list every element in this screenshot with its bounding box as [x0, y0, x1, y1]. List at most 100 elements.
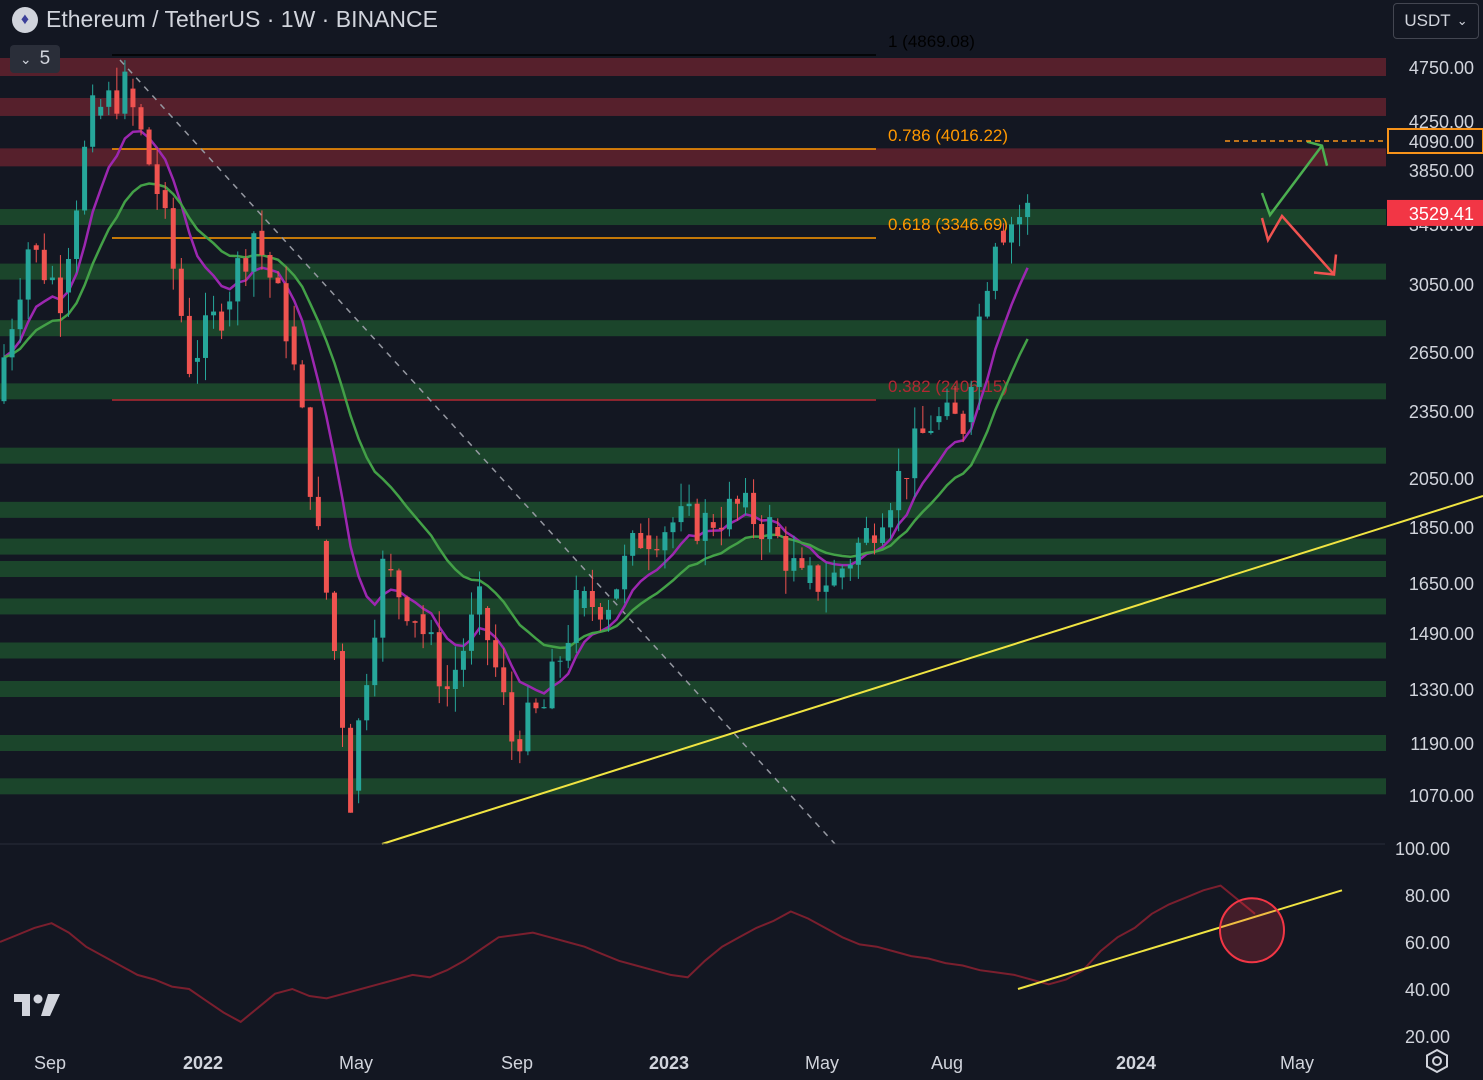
candle-body [186, 315, 192, 374]
candle-body [525, 702, 531, 752]
support-zone [0, 383, 1386, 400]
indicator-toggle-button[interactable]: ⌄ 5 [10, 45, 60, 73]
price-tick-label: 2050.00 [1409, 469, 1474, 489]
candle-body [912, 428, 918, 479]
price-tick-label: 1070.00 [1409, 786, 1474, 806]
rsi-tick-label: 80.00 [1405, 886, 1450, 906]
rsi-tick-label: 100.00 [1395, 839, 1450, 859]
candle-body [694, 503, 700, 541]
time-tick-label: 2022 [183, 1053, 223, 1073]
chevron-down-icon: ⌄ [1456, 13, 1468, 28]
candle-body [25, 249, 31, 300]
arrow-down-icon [1260, 213, 1335, 276]
fib-label: 0.382 (2406.15) [888, 377, 1008, 396]
arrow-down-head [1313, 254, 1338, 276]
candle-body [380, 558, 386, 638]
candle-body [106, 90, 112, 107]
price-tick-label: 1490.00 [1409, 624, 1474, 644]
candle-body [807, 565, 813, 583]
support-zone [0, 263, 1386, 280]
candle-body [565, 642, 571, 661]
support-zone [0, 598, 1386, 615]
fib-label: 0.786 (4016.22) [888, 126, 1008, 145]
candle-body [74, 210, 80, 259]
candle-body [477, 586, 483, 615]
candle-body [743, 492, 749, 508]
candle-body [468, 614, 474, 651]
support-zone [0, 778, 1386, 795]
price-labels: 4090.00 3529.41 [1225, 128, 1483, 226]
candle-body [783, 536, 789, 571]
candle-body [855, 542, 861, 565]
support-resistance-zones [0, 58, 1386, 795]
candle-body [98, 106, 104, 116]
candle-body [267, 255, 273, 278]
candlesticks [1, 60, 1031, 813]
candle-body [259, 230, 265, 256]
candle-body [702, 512, 708, 541]
candle-body [799, 558, 805, 568]
candle-body [992, 246, 998, 291]
rsi-tick-label: 60.00 [1405, 933, 1450, 953]
candle-body [630, 532, 636, 556]
support-zone [0, 501, 1386, 518]
support-zone [0, 538, 1386, 555]
time-tick-label: May [805, 1053, 839, 1073]
price-label-last: 3529.41 [1409, 204, 1474, 224]
candle-body [654, 549, 660, 551]
rsi-highlight-circle [1219, 897, 1285, 964]
candle-body [888, 510, 894, 528]
candle-body [420, 614, 426, 635]
currency-label: USDT [1404, 11, 1451, 30]
candle-body [130, 88, 136, 108]
candle-body [638, 532, 644, 549]
candle-body [589, 591, 595, 608]
time-tick-label: Sep [34, 1053, 66, 1073]
tradingview-logo-icon[interactable] [14, 994, 62, 1018]
candle-body [751, 492, 757, 525]
candle-body [823, 585, 829, 592]
candle-body [404, 597, 410, 622]
candle-body [41, 249, 47, 281]
candle-body [275, 277, 281, 284]
candle-body [791, 558, 797, 571]
candle-body [573, 589, 579, 643]
resistance-zone [0, 58, 1386, 76]
support-zone [0, 320, 1386, 337]
candle-body [775, 527, 781, 537]
candle-body [388, 569, 394, 571]
candle-body [291, 326, 297, 365]
candle-body [1009, 224, 1014, 243]
time-tick-label: May [1280, 1053, 1314, 1073]
fib-label: 1 (4869.08) [888, 32, 975, 51]
price-label-box [1387, 128, 1483, 154]
candle-body [557, 660, 563, 662]
price-tick-label: 4750.00 [1409, 58, 1474, 78]
support-zone [0, 561, 1386, 577]
descending-dashed-trendline [119, 59, 836, 845]
ema-slow-line [3, 182, 1029, 650]
candle-body [372, 637, 378, 686]
candle-body [356, 720, 362, 791]
candle-body [831, 572, 837, 586]
candle-body [307, 407, 313, 497]
candle-body [509, 692, 515, 742]
price-tick-label: 1650.00 [1409, 574, 1474, 594]
candle-body [533, 702, 539, 709]
settings-gear-icon[interactable] [1424, 1048, 1450, 1074]
time-tick-label: Sep [501, 1053, 533, 1073]
support-zone [0, 447, 1386, 464]
candle-body [162, 190, 168, 209]
candle-body [444, 686, 450, 690]
candle-body [227, 301, 233, 310]
support-zone [0, 209, 1386, 226]
currency-button[interactable]: USDT ⌄ [1393, 3, 1479, 39]
candle-body [718, 527, 724, 530]
candle-body [517, 739, 523, 752]
candle-body [686, 503, 692, 507]
candle-body [178, 268, 184, 316]
price-tick-label: 1190.00 [1410, 734, 1474, 754]
time-tick-label: 2023 [649, 1053, 689, 1073]
symbol-title[interactable]: Ethereum / TetherUS · 1W · BINANCE [46, 6, 438, 32]
